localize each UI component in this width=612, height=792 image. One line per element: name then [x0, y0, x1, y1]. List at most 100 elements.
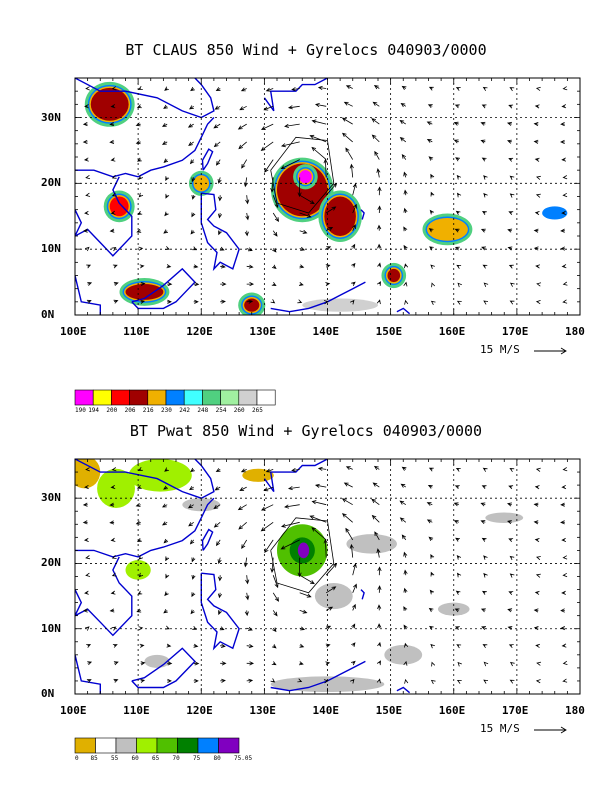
wind-vector [245, 212, 250, 221]
wind-vector [533, 520, 539, 525]
wind-vector [372, 482, 380, 488]
wind-vector [139, 643, 145, 648]
wind-vector [166, 264, 172, 269]
field-blob-8 [244, 298, 260, 312]
wind-vector [325, 586, 337, 594]
wind-vector [561, 104, 567, 109]
wind-vector [189, 485, 194, 491]
wind-vector [403, 226, 408, 232]
field-blob-11 [542, 206, 568, 220]
wind-vector [483, 175, 488, 180]
wind-vector [311, 146, 327, 160]
wind-vector [428, 536, 434, 542]
wind-vector [377, 262, 382, 268]
field-blob-6 [428, 219, 467, 240]
wind-vector [189, 539, 195, 545]
wind-vector [193, 299, 199, 304]
wind-vector [352, 182, 357, 196]
coastline-11 [396, 686, 411, 694]
wind-vector [213, 504, 221, 510]
wind-vector [272, 627, 277, 633]
wind-vector [191, 195, 196, 200]
wind-vector [193, 643, 199, 648]
wind-vector [352, 224, 356, 231]
wind-vector [218, 610, 222, 616]
wind-vector [509, 573, 515, 578]
vector-scale-label: 15 M/S [480, 343, 520, 356]
coastline-8 [263, 78, 328, 112]
y-tick-label-20N: 20N [41, 176, 61, 190]
wind-vector [350, 299, 355, 305]
wind-vector [241, 159, 248, 169]
wind-vector [161, 521, 168, 526]
field-blob-2 [128, 459, 192, 492]
wind-vector [241, 539, 248, 549]
wind-vector [163, 158, 169, 164]
wind-vector [534, 157, 540, 162]
wind-vector [165, 556, 170, 562]
wind-vector [562, 192, 568, 198]
wind-vector [136, 228, 142, 233]
x-tick-label-160E: 160E [438, 325, 466, 338]
wind-vector [377, 224, 382, 231]
wind-vector [371, 118, 380, 125]
wind-vector [403, 551, 408, 558]
colorbar-label-10: 265 [252, 407, 263, 414]
wind-vector [506, 502, 512, 507]
wind-vector [86, 644, 92, 648]
wind-vector [560, 139, 565, 144]
wind-vector [217, 212, 223, 219]
wind-vector [400, 483, 407, 488]
wind-vector [533, 139, 539, 144]
wind-vector [109, 139, 115, 144]
wind-vector [140, 678, 146, 683]
wind-vector [291, 467, 300, 473]
wind-vector [190, 609, 195, 615]
wind-vector [163, 485, 168, 490]
wind-vector [533, 626, 539, 631]
colorbar-swatch-5 [165, 389, 185, 406]
wind-vector [218, 230, 222, 236]
wind-vector [165, 573, 170, 579]
wind-vector [135, 122, 141, 127]
wind-vector [480, 502, 486, 507]
wind-vector [299, 643, 305, 648]
wind-vector [113, 281, 119, 286]
wind-vector [509, 661, 515, 667]
wind-vector [317, 85, 327, 91]
wind-vector [456, 554, 462, 560]
gyre-location [270, 517, 335, 594]
wind-vector [163, 104, 168, 109]
wind-vector [429, 625, 434, 631]
wind-vector [272, 230, 278, 237]
wind-vector [428, 86, 434, 91]
wind-vector [483, 572, 488, 578]
wind-vector [377, 566, 382, 576]
x-tick-label-110E: 110E [123, 704, 150, 717]
colorbar-label-8: 75.05 [234, 755, 253, 762]
wind-vector [270, 299, 276, 304]
wind-vector [191, 575, 196, 580]
wind-vector [535, 300, 541, 305]
wind-vector [243, 177, 248, 188]
wind-vector [191, 212, 196, 218]
wind-vector [326, 625, 332, 630]
coastline-8 [263, 459, 328, 493]
wind-vector [426, 138, 433, 143]
wind-vector [309, 515, 327, 523]
map-area-1 [75, 459, 580, 694]
wind-vector [297, 557, 302, 578]
wind-vector [297, 177, 302, 198]
coastline-5 [201, 528, 214, 551]
wind-vector [272, 610, 278, 617]
wind-vector [85, 467, 90, 472]
wind-vector [341, 132, 353, 143]
wind-vector [311, 119, 327, 125]
wind-vector [349, 163, 354, 178]
wind-vector [534, 590, 540, 595]
wind-vector [219, 626, 225, 631]
wind-vector [536, 175, 541, 180]
wind-vector [535, 264, 541, 269]
wind-vector [137, 590, 143, 595]
wind-vector [87, 661, 93, 666]
